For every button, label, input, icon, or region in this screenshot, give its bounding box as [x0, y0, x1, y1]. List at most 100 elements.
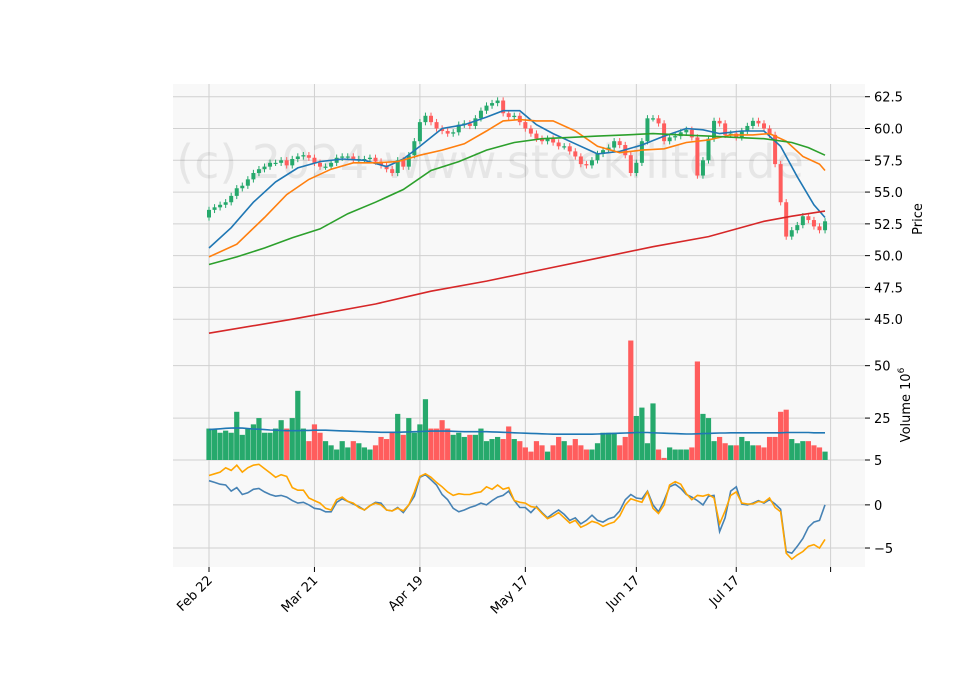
volume-bar — [411, 432, 417, 460]
price-panel-bg — [173, 84, 865, 351]
candle-body — [406, 155, 411, 167]
x-tick-label: Jul 17 — [706, 573, 743, 610]
volume-bar — [284, 428, 290, 460]
candle-body — [434, 122, 439, 129]
candle-body — [778, 164, 783, 203]
candle-body — [234, 188, 239, 196]
volume-bar — [611, 432, 617, 460]
volume-bar — [511, 439, 517, 460]
candle-body — [806, 216, 811, 221]
volume-bar — [356, 443, 362, 460]
volume-bar — [755, 445, 762, 460]
volume-bar — [550, 445, 556, 460]
volume-bar — [445, 428, 451, 460]
volume-bar — [500, 439, 506, 460]
volume-bar — [811, 445, 817, 460]
candle-body — [207, 209, 211, 218]
candle-body — [512, 115, 517, 118]
volume-bar — [600, 432, 606, 460]
candle-body — [617, 141, 622, 146]
candle-body — [273, 162, 278, 165]
volume-bar — [578, 445, 584, 460]
candle-body — [379, 161, 384, 166]
candle-body — [684, 129, 689, 133]
volume-bar — [744, 441, 750, 460]
candle-body — [811, 220, 816, 227]
volume-bar — [667, 447, 673, 460]
price-tick-label: 55.0 — [874, 186, 903, 201]
candle-body — [284, 160, 289, 166]
x-tick-label: Jun 17 — [603, 573, 643, 613]
candle-body — [212, 207, 217, 210]
candle-body — [562, 146, 567, 148]
x-tick-label: Mar 21 — [279, 573, 322, 616]
volume-bar — [345, 447, 351, 460]
price-tick-label: 47.5 — [874, 281, 903, 296]
volume-bar — [733, 445, 739, 460]
volume-bar — [694, 361, 700, 460]
candle-body — [717, 120, 722, 124]
sma-fast-line — [208, 109, 826, 249]
candle-body — [662, 123, 667, 142]
volume-axis-label-power: 6 — [897, 367, 907, 373]
volume-bar — [428, 428, 434, 460]
volume-bar — [450, 434, 456, 460]
volume-bar — [472, 434, 478, 460]
volume-bar — [683, 449, 689, 460]
candle-body — [523, 122, 528, 129]
volume-bar — [433, 428, 440, 460]
volume-bar — [717, 436, 723, 460]
volume-bar — [267, 432, 273, 460]
candle-body — [612, 141, 617, 148]
volume-bar — [750, 445, 756, 460]
volume-bar — [644, 443, 651, 460]
volume-bar — [495, 436, 501, 460]
volume-bar — [628, 340, 634, 460]
volume-bar — [650, 403, 656, 460]
volume-bar — [589, 449, 595, 460]
volume-bar — [322, 441, 329, 460]
volume-ma-line — [208, 427, 825, 435]
candle-body — [645, 118, 650, 142]
volume-bar — [406, 418, 412, 460]
volume-bar — [350, 441, 356, 460]
candle-body — [551, 138, 556, 143]
candle-body — [245, 179, 250, 186]
volume-bar — [544, 451, 551, 460]
volume-bar — [456, 432, 462, 460]
candle-body — [329, 162, 334, 167]
volume-bar — [583, 449, 589, 460]
candle-body — [567, 146, 572, 152]
volume-bar — [816, 447, 823, 460]
candle-body — [823, 221, 828, 231]
volume-bar — [295, 390, 301, 460]
candle-body — [762, 123, 766, 129]
candle-body — [750, 120, 755, 126]
volume-bar — [633, 415, 639, 460]
volume-bar — [783, 409, 789, 460]
candle-body — [351, 156, 356, 161]
candle-body — [784, 202, 789, 237]
volume-bar — [417, 424, 423, 460]
price-tick-label: 62.5 — [874, 91, 903, 106]
price-tick-label: 45.0 — [874, 313, 903, 328]
volume-bar — [561, 441, 567, 460]
candle-body — [390, 169, 395, 173]
candle-body — [279, 160, 284, 163]
candle-body — [340, 156, 345, 158]
price-axis-label: Price — [911, 203, 926, 235]
volume-bar — [395, 413, 401, 460]
volume-axis-label: Volume 106 — [897, 367, 914, 442]
volume-bar — [778, 411, 784, 460]
oscillator-signal-line — [208, 463, 826, 561]
volume-bar — [483, 441, 490, 460]
volume-bar — [517, 441, 523, 460]
volume-bar — [739, 436, 745, 460]
candle-body — [373, 157, 378, 162]
volume-bar — [223, 430, 229, 460]
candle-body — [456, 124, 461, 133]
candle-body — [700, 160, 705, 176]
volume-bar — [594, 443, 601, 460]
candle-body — [262, 166, 267, 170]
